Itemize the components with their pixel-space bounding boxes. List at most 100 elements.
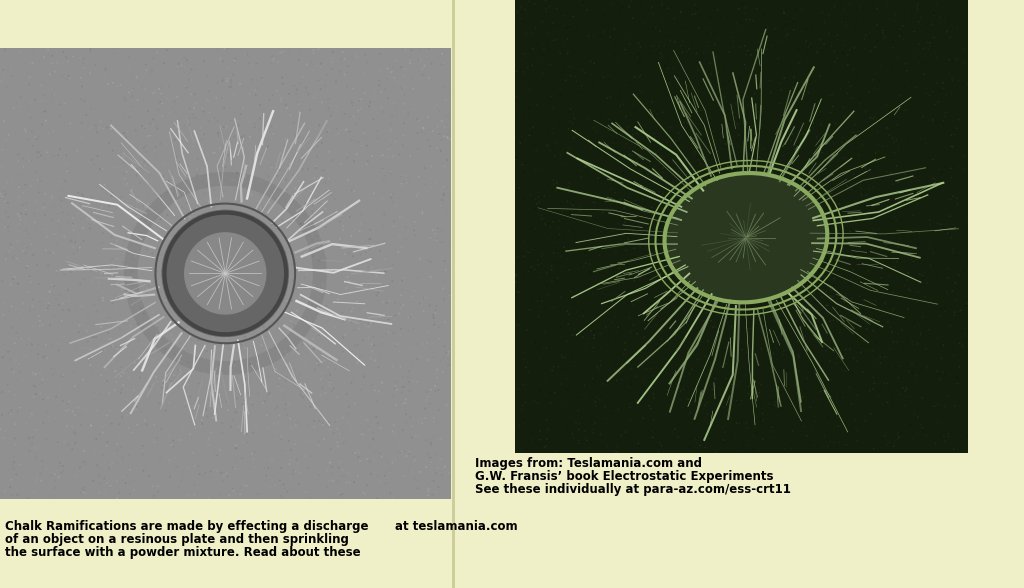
Point (626, 243, 642, 253)
Point (245, 266, 261, 276)
Point (74, 484, 90, 493)
Point (893, 428, 909, 437)
Point (688, 435, 705, 444)
Point (370, 134, 386, 143)
Point (187, 423, 204, 433)
Point (66, 426, 82, 436)
Point (269, 415, 286, 424)
Point (548, 35, 564, 44)
Point (49, 209, 66, 219)
Point (731, 255, 748, 265)
Point (633, 0, 649, 8)
Point (27, 95, 43, 104)
Point (428, 302, 444, 311)
Point (650, 266, 667, 276)
Point (690, 406, 707, 416)
Point (119, 167, 135, 176)
Point (795, 429, 811, 438)
Point (608, 338, 625, 347)
Point (183, 65, 200, 74)
Point (50, 172, 67, 181)
Point (636, 18, 652, 28)
Point (226, 358, 243, 367)
Point (593, 227, 609, 236)
Point (252, 262, 268, 271)
Point (937, 352, 953, 361)
Point (53, 196, 70, 205)
Point (206, 315, 222, 324)
Point (262, 128, 279, 137)
Point (509, 290, 525, 300)
Point (109, 342, 125, 352)
Point (521, 48, 538, 58)
Point (690, 438, 707, 447)
Point (94, 238, 111, 248)
Point (818, 429, 835, 439)
Point (102, 481, 119, 490)
Point (511, 352, 527, 361)
Point (426, 490, 442, 500)
Point (643, 202, 659, 212)
Point (23, 98, 39, 107)
Point (309, 356, 326, 365)
Point (532, 273, 549, 282)
Point (319, 166, 336, 175)
Point (42, 70, 58, 79)
Point (774, 404, 791, 413)
Point (304, 395, 321, 405)
Point (588, 246, 604, 256)
Point (228, 455, 245, 464)
Point (837, 5, 853, 14)
Point (96, 474, 113, 483)
Point (934, 85, 950, 94)
Point (728, 436, 744, 446)
Point (785, 14, 802, 23)
Point (326, 384, 342, 393)
Point (698, 58, 715, 67)
Point (610, 322, 627, 332)
Point (27, 370, 43, 379)
Point (884, 363, 900, 372)
Point (139, 192, 156, 202)
Point (395, 382, 412, 392)
Point (759, 413, 775, 423)
Point (377, 267, 393, 276)
Point (840, 143, 856, 152)
Point (328, 493, 344, 503)
Point (279, 99, 295, 109)
Point (398, 227, 415, 236)
Point (665, 3, 681, 12)
Point (801, 42, 817, 51)
Point (850, 0, 866, 7)
Point (878, 412, 894, 421)
Point (671, 139, 687, 148)
Point (194, 135, 210, 144)
Point (689, 434, 706, 443)
Point (256, 464, 272, 473)
Point (58, 406, 75, 416)
Point (169, 196, 185, 205)
Point (784, 78, 801, 87)
Point (937, 108, 953, 118)
Point (684, 365, 700, 374)
Point (776, 444, 793, 453)
Point (616, 345, 633, 354)
Point (266, 419, 283, 429)
Point (678, 24, 694, 33)
Point (887, 262, 903, 272)
Circle shape (162, 211, 289, 336)
Point (282, 414, 298, 423)
Point (384, 260, 400, 270)
Point (713, 210, 729, 219)
Point (868, 355, 885, 364)
Point (833, 82, 849, 92)
Point (822, 443, 839, 452)
Point (636, 333, 652, 343)
Point (927, 318, 943, 328)
Point (940, 211, 956, 220)
Point (725, 36, 741, 46)
Point (773, 446, 790, 456)
Point (65, 242, 81, 252)
Point (199, 346, 215, 356)
Point (880, 123, 896, 133)
